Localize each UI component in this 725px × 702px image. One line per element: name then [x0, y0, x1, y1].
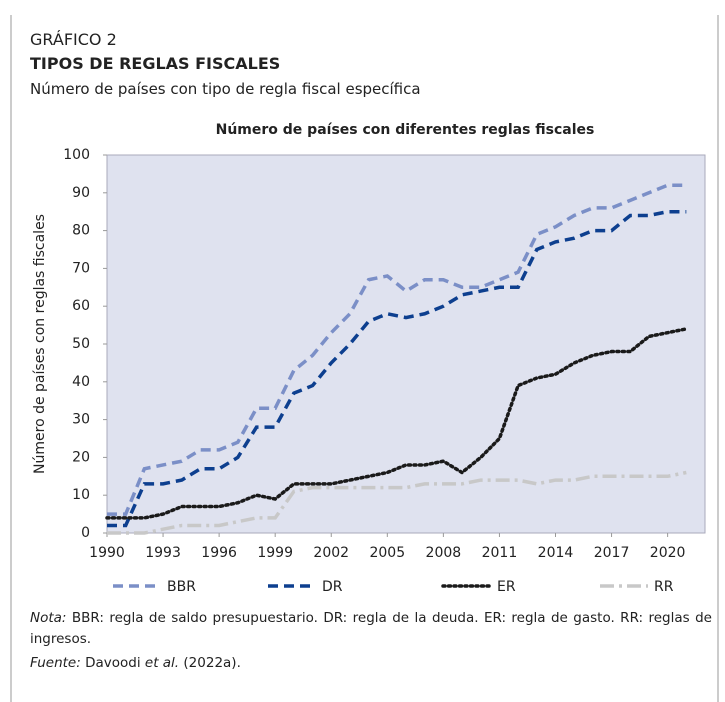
notes: Nota: BBR: regla de saldo presupuestario…	[30, 608, 712, 674]
y-tick-label: 10	[72, 487, 90, 503]
note: Nota: BBR: regla de saldo presupuestario…	[30, 608, 712, 650]
legend-label: DR	[322, 579, 343, 595]
y-tick-label: 30	[72, 412, 90, 428]
x-tick-label: 2020	[650, 545, 686, 561]
y-tick-label: 80	[72, 223, 90, 239]
y-axis-label: Número de países con reglas fiscales	[32, 214, 48, 474]
y-tick-label: 70	[72, 260, 90, 276]
y-tick-label: 100	[63, 147, 90, 163]
y-tick-label: 50	[72, 336, 90, 352]
figure-title: TIPOS DE REGLAS FISCALES	[30, 54, 281, 73]
note-text: BBR: regla de saldo presupuestario. DR: …	[30, 610, 712, 647]
figure-label: GRÁFICO 2	[30, 30, 117, 49]
source-author: Davoodi	[85, 655, 141, 671]
y-tick-label: 60	[72, 298, 90, 314]
x-tick-label: 2017	[594, 545, 630, 561]
figure-subtitle: Número de países con tipo de regla fisca…	[30, 80, 421, 98]
x-tick-label: 1999	[257, 545, 293, 561]
x-tick-label: 2005	[369, 545, 405, 561]
legend-label: BBR	[167, 579, 196, 595]
source: Fuente: Davoodi et al. (2022a).	[30, 653, 712, 674]
legend-label: ER	[497, 579, 516, 595]
legend-label: RR	[654, 579, 674, 595]
y-tick-label: 90	[72, 185, 90, 201]
x-tick-label: 1996	[201, 545, 237, 561]
series-line	[107, 209, 687, 528]
series-line	[107, 183, 687, 516]
x-tick-label: 1990	[89, 545, 125, 561]
x-tick-label: 2008	[426, 545, 462, 561]
note-label: Nota:	[30, 610, 67, 626]
y-tick-label: 20	[72, 449, 90, 465]
x-tick-label: 1993	[145, 545, 181, 561]
source-label: Fuente:	[30, 655, 81, 671]
x-tick-label: 2011	[482, 545, 518, 561]
source-italic: et al.	[144, 655, 180, 671]
source-after: (2022a).	[183, 655, 241, 671]
chart-title: Número de países con diferentes reglas f…	[216, 122, 595, 138]
y-tick-label: 0	[81, 525, 90, 541]
series-line	[105, 327, 689, 520]
y-tick-label: 40	[72, 374, 90, 390]
series-line	[107, 470, 687, 535]
x-tick-label: 2014	[538, 545, 574, 561]
x-tick-label: 2002	[313, 545, 349, 561]
